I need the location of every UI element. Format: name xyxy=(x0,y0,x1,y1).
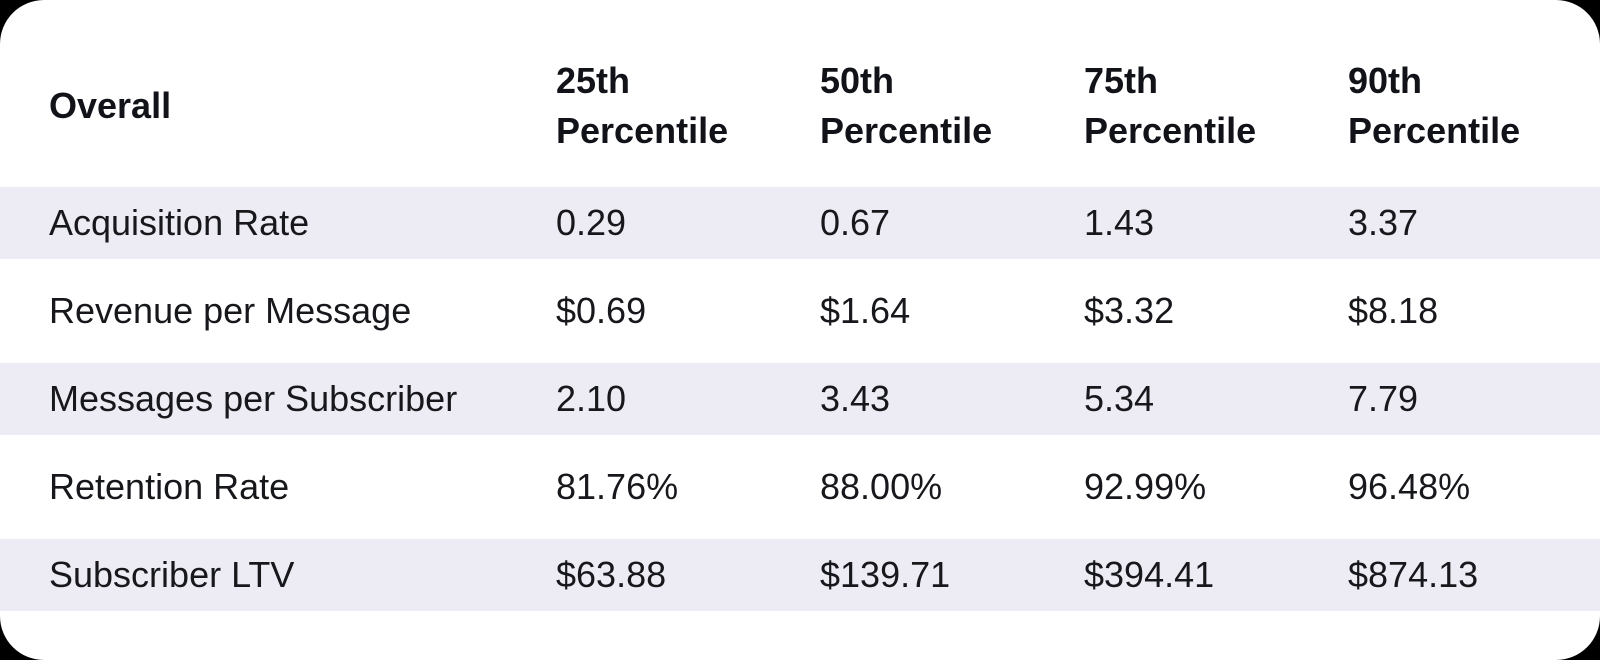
table-cell: 88.00% xyxy=(820,466,943,507)
table-row-revenue-per-message: Revenue per Message $0.69 $1.64 $3.32 $8… xyxy=(0,275,1600,347)
table-cell: 3.43 xyxy=(820,378,891,419)
table-cell: $8.18 xyxy=(1348,290,1439,331)
table-row-messages-per-subscriber: Messages per Subscriber 2.10 3.43 5.34 7… xyxy=(0,363,1600,435)
table-cell: 1.43 xyxy=(1084,202,1155,243)
row-label: Revenue per Message xyxy=(49,290,412,331)
column-header-50th-percentile: 50th Percentile xyxy=(820,56,1084,156)
row-label: Subscriber LTV xyxy=(49,554,295,595)
table-cell: $0.69 xyxy=(556,290,647,331)
column-header-90th-percentile: 90th Percentile xyxy=(1348,56,1600,156)
column-header-overall-label: Overall xyxy=(49,85,172,126)
table-cell: $139.71 xyxy=(820,554,951,595)
table-cell: 96.48% xyxy=(1348,466,1471,507)
row-label: Acquisition Rate xyxy=(49,202,310,243)
row-label: Retention Rate xyxy=(49,466,290,507)
table-row-subscriber-ltv: Subscriber LTV $63.88 $139.71 $394.41 $8… xyxy=(0,539,1600,611)
column-header-25th-percentile: 25th Percentile xyxy=(556,56,820,156)
table-cell: 5.34 xyxy=(1084,378,1155,419)
table-cell: $1.64 xyxy=(820,290,911,331)
table-cell: 92.99% xyxy=(1084,466,1207,507)
table-cell: 81.76% xyxy=(556,466,679,507)
column-header-line1: 75th xyxy=(1084,60,1159,101)
table-row-acquisition-rate: Acquisition Rate 0.29 0.67 1.43 3.37 xyxy=(0,187,1600,259)
table-row-retention-rate: Retention Rate 81.76% 88.00% 92.99% 96.4… xyxy=(0,451,1600,523)
table-cell: $3.32 xyxy=(1084,290,1175,331)
column-header-overall: Overall xyxy=(49,56,556,156)
table-cell: 0.67 xyxy=(820,202,891,243)
column-header-line2: Percentile xyxy=(556,110,729,151)
table-cell: 0.29 xyxy=(556,202,627,243)
table-cell: 3.37 xyxy=(1348,202,1419,243)
column-header-line2: Percentile xyxy=(820,110,993,151)
column-header-line1: 90th xyxy=(1348,60,1423,101)
table-cell: $63.88 xyxy=(556,554,667,595)
table-cell: $394.41 xyxy=(1084,554,1215,595)
table-cell: 2.10 xyxy=(556,378,627,419)
column-header-line2: Percentile xyxy=(1084,110,1257,151)
column-header-line1: 50th xyxy=(820,60,895,101)
column-header-line1: 25th xyxy=(556,60,631,101)
column-header-75th-percentile: 75th Percentile xyxy=(1084,56,1348,156)
row-label: Messages per Subscriber xyxy=(49,378,458,419)
table-cell: $874.13 xyxy=(1348,554,1479,595)
column-header-line2: Percentile xyxy=(1348,110,1521,151)
table-header-row: Overall 25th Percentile 50th Percentile … xyxy=(0,0,1600,187)
table-cell: 7.79 xyxy=(1348,378,1419,419)
